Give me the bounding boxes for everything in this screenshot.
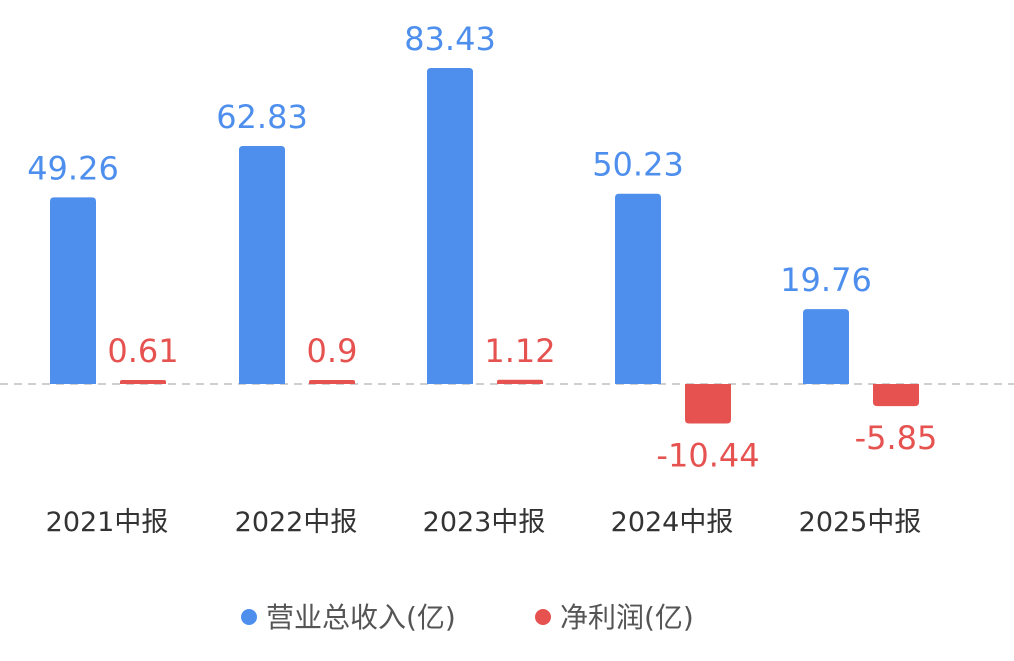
value-label-revenue-0: 49.26 — [27, 149, 119, 187]
bar-profit-3 — [685, 384, 731, 424]
bar-revenue-0 — [50, 197, 96, 384]
value-label-profit-0: 0.61 — [107, 332, 178, 370]
bar-profit-2 — [497, 379, 543, 384]
value-label-revenue-3: 50.23 — [592, 146, 684, 184]
value-label-profit-4: -5.85 — [855, 419, 938, 457]
legend-marker-profit — [535, 609, 551, 625]
bar-profit-1 — [309, 380, 355, 384]
bar-revenue-3 — [615, 193, 661, 384]
category-labels-group: 2021中报 2022中报 2023中报 2024中报 2025中报 — [46, 507, 922, 538]
category-label-2: 2023中报 — [423, 507, 546, 538]
legend-label-profit: 净利润(亿) — [560, 601, 694, 634]
bars-group — [50, 68, 919, 424]
bar-revenue-1 — [239, 146, 285, 384]
bar-revenue-4 — [803, 309, 849, 384]
category-label-4: 2025中报 — [799, 507, 922, 538]
legend: 营业总收入(亿) 净利润(亿) — [241, 601, 694, 634]
bar-profit-4 — [873, 384, 919, 407]
value-label-revenue-1: 62.83 — [216, 98, 308, 136]
category-label-0: 2021中报 — [46, 507, 169, 538]
legend-marker-revenue — [241, 609, 257, 625]
category-label-3: 2024中报 — [611, 507, 734, 538]
bar-profit-0 — [120, 380, 166, 384]
category-label-1: 2022中报 — [235, 507, 358, 538]
value-label-profit-2: 1.12 — [484, 332, 555, 370]
value-label-profit-3: -10.44 — [656, 437, 759, 475]
value-label-revenue-2: 83.43 — [404, 20, 496, 58]
bar-revenue-2 — [427, 68, 473, 384]
value-labels-group: 49.26 0.61 62.83 0.9 83.43 1.12 50.23 -10.44 19.… — [27, 20, 937, 475]
legend-label-revenue: 营业总收入(亿) — [266, 601, 456, 634]
value-label-revenue-4: 19.76 — [780, 261, 872, 299]
value-label-profit-1: 0.9 — [307, 332, 358, 370]
